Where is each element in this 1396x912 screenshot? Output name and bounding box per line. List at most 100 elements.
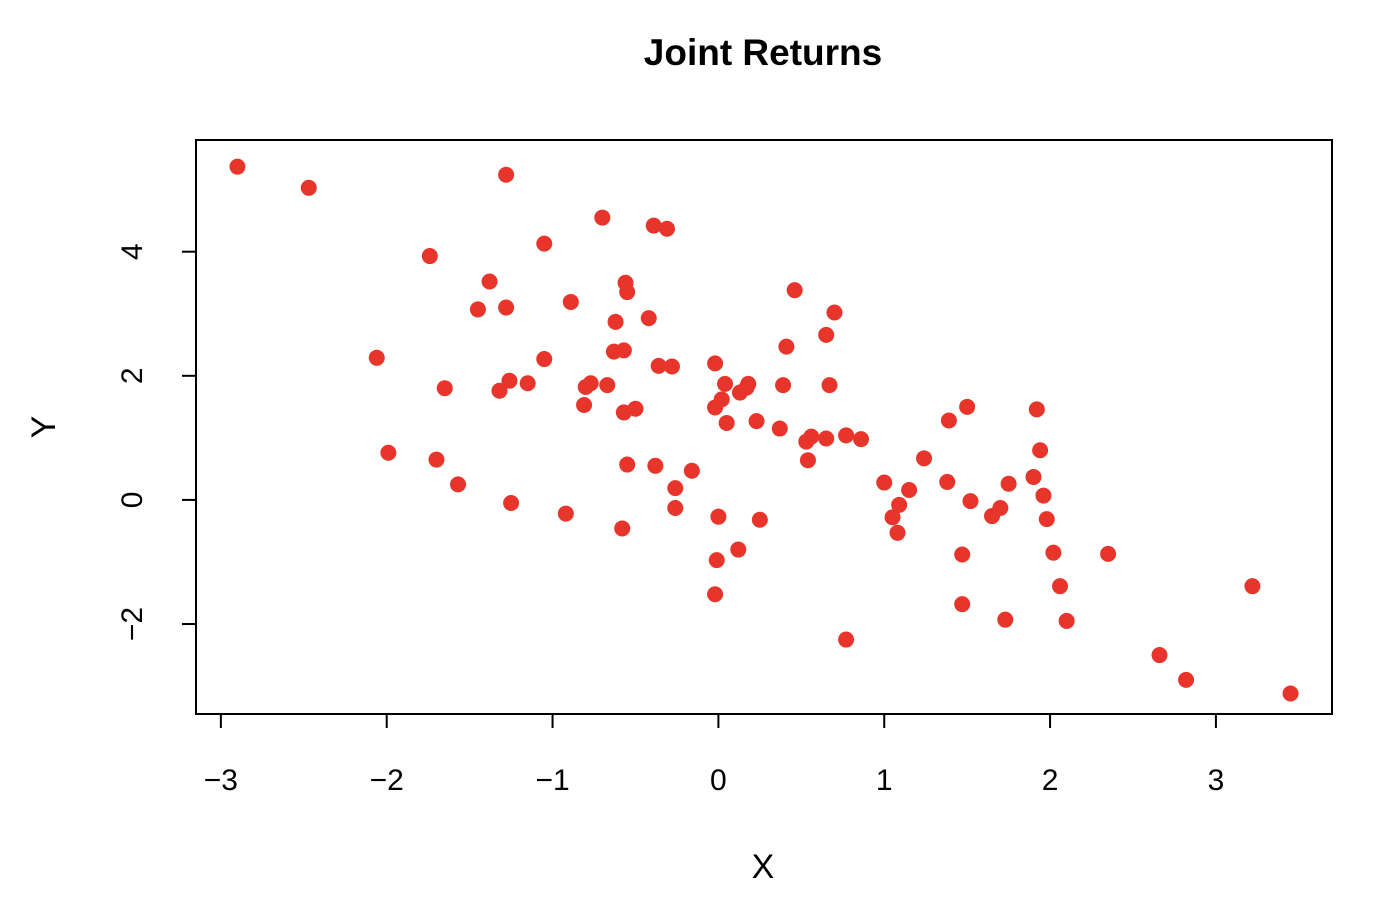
data-point [771,420,788,437]
y-tick-label: 2 [116,367,149,384]
y-tick-label: 0 [116,492,149,509]
data-point [891,496,908,513]
data-point [751,511,768,528]
data-point [658,220,675,237]
data-point [962,493,979,510]
data-point [557,505,574,522]
data-point [778,338,795,355]
plot-frame [195,139,1333,715]
data-point [619,284,636,301]
data-point [469,301,486,318]
data-point [501,372,518,389]
data-point [380,444,397,461]
data-point [876,474,893,491]
data-point [818,430,835,447]
data-point [959,398,976,415]
data-point [916,450,933,467]
data-point [775,377,792,394]
data-point [503,495,520,512]
data-point [650,357,667,374]
data-point [562,293,579,310]
data-point [498,166,515,183]
data-point [498,299,515,316]
data-point [889,524,906,541]
data-point [954,596,971,613]
data-point [740,375,757,392]
y-tick-label: 4 [116,243,149,260]
data-point [594,209,611,226]
data-point [619,456,636,473]
data-point [663,358,680,375]
data-point [901,481,918,498]
data-point [1032,442,1049,459]
data-point [717,375,734,392]
data-point [450,476,467,493]
data-point [536,235,553,252]
data-point [428,451,445,468]
x-tick-label: 3 [1208,764,1225,797]
data-point [1282,685,1299,702]
data-point [519,375,536,392]
y-axis-label: Y [25,416,63,439]
x-tick-label: −1 [535,764,569,797]
data-point [884,509,901,526]
data-point [940,412,957,429]
x-axis: −3 −2 −1 0 1 2 3 [204,713,1225,797]
data-point [939,473,956,490]
data-point [229,158,246,175]
data-point [707,355,724,372]
data-point [607,313,624,330]
x-tick-label: −3 [204,764,238,797]
data-point [708,552,725,569]
data-point [640,310,657,327]
data-point [799,452,816,469]
data-point [582,375,599,392]
x-axis-label: X [752,848,775,886]
data-point [1045,544,1062,561]
data-point [647,457,664,474]
data-point [614,520,631,537]
data-point [436,380,453,397]
data-point [1028,401,1045,418]
data-point [748,413,765,430]
data-point [954,546,971,563]
data-point [1038,511,1055,528]
data-point [627,400,644,417]
data-point [707,586,724,603]
data-point [667,480,684,497]
data-point [599,377,616,394]
data-point [576,396,593,413]
data-point [1025,468,1042,485]
data-point [481,273,498,290]
data-point [730,541,747,558]
data-point [1058,612,1075,629]
data-points [229,158,1299,702]
data-point [1100,545,1117,562]
data-point [1052,578,1069,595]
data-point [818,326,835,343]
data-point [683,462,700,479]
data-point [536,351,553,368]
data-point [645,217,662,234]
data-point [300,179,317,196]
x-tick-label: 2 [1042,764,1059,797]
data-point [713,391,730,408]
data-point [421,248,438,265]
data-point [803,428,820,445]
data-point [826,304,843,321]
data-point [667,499,684,516]
data-point [1178,671,1195,688]
data-point [491,382,508,399]
data-point [992,499,1009,516]
data-point [1035,487,1052,504]
data-point [615,342,632,359]
x-tick-label: 0 [710,764,727,797]
data-point [1000,475,1017,492]
x-tick-label: 1 [876,764,893,797]
data-point [821,377,838,394]
y-axis: −2 0 2 4 [116,243,197,641]
data-point [997,611,1014,628]
data-point [1151,647,1168,664]
data-point [838,427,855,444]
